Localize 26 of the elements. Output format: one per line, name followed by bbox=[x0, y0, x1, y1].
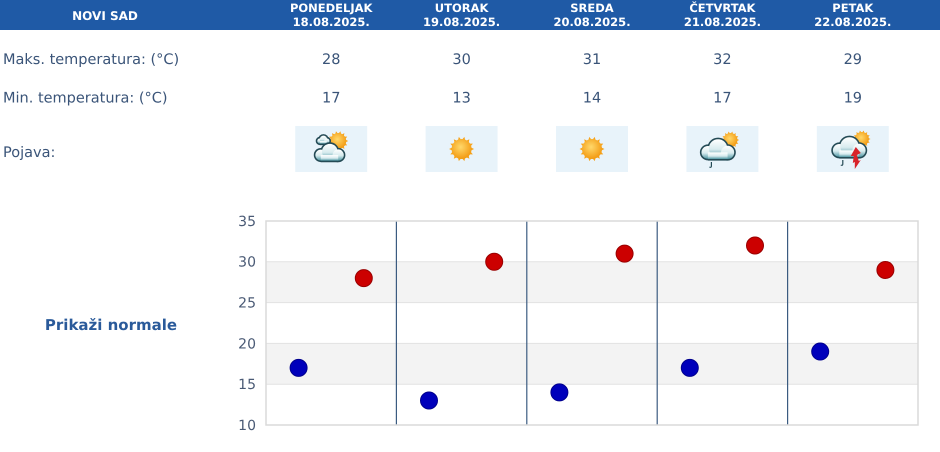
text: ČETVRTAK 21.08.2025. bbox=[684, 1, 761, 29]
text: SREDA 20.08.2025. bbox=[553, 1, 631, 29]
y-tick-label: 15 bbox=[238, 377, 256, 394]
data-label: 30 bbox=[452, 52, 471, 68]
data-label: 19 bbox=[844, 90, 862, 106]
text: Min. temperatura: (°C) bbox=[3, 90, 168, 106]
text: UTORAK 19.08.2025. bbox=[423, 1, 500, 29]
text: Pojava: bbox=[3, 145, 56, 161]
data-label: 14 bbox=[582, 90, 602, 106]
text: Prikaži normale bbox=[44, 316, 178, 334]
text: NOVI SAD bbox=[72, 9, 138, 23]
data-label: 17 bbox=[322, 90, 340, 106]
text: PONEDELJAK 18.08.2025. bbox=[290, 1, 374, 29]
data-label: 31 bbox=[582, 52, 602, 68]
data-label: 17 bbox=[713, 90, 732, 106]
y-tick-label: 25 bbox=[238, 296, 256, 312]
y-tick-label: 35 bbox=[238, 214, 256, 230]
data-label: 28 bbox=[322, 52, 340, 68]
y-tick-label: 30 bbox=[238, 254, 256, 271]
data-label: 13 bbox=[452, 90, 471, 106]
text: PETAK 22.08.2025. bbox=[814, 1, 892, 29]
y-tick-label: 20 bbox=[238, 336, 256, 352]
data-label: 29 bbox=[844, 52, 862, 68]
y-tick-label: 10 bbox=[238, 418, 256, 434]
text: Maks. temperatura: (°C) bbox=[3, 52, 180, 68]
data-label: 32 bbox=[713, 52, 732, 68]
